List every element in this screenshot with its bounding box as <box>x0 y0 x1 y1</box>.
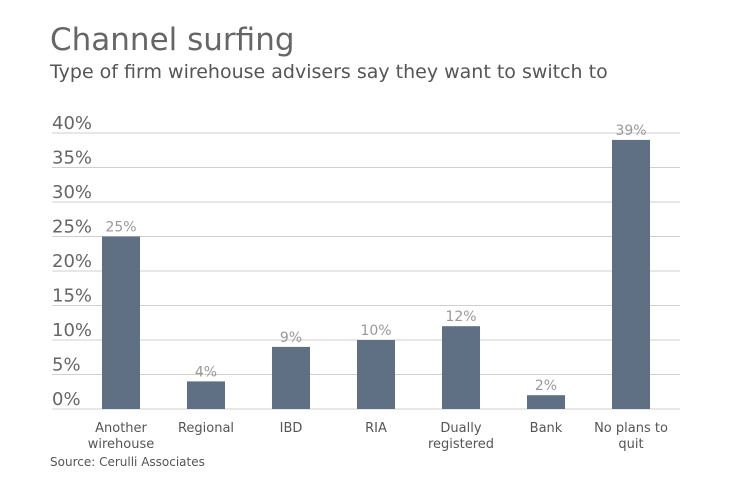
chart-title: Channel surfing <box>50 22 295 58</box>
x-tick-label: No plans to quit <box>594 421 668 452</box>
bar <box>102 236 140 409</box>
x-tick-label: Regional <box>178 421 234 436</box>
x-tick-line: IBD <box>280 421 303 436</box>
y-tick-label: 40% <box>52 113 92 134</box>
y-tick-label: 0% <box>52 389 81 410</box>
x-tick-line: RIA <box>365 421 387 436</box>
value-label: 10% <box>360 323 391 339</box>
bar <box>527 395 565 409</box>
bar <box>442 326 480 409</box>
x-tick-line: Regional <box>178 421 234 436</box>
x-tick-line: Dually <box>440 421 481 436</box>
y-tick-label: 15% <box>52 286 92 307</box>
value-label: 2% <box>535 378 557 394</box>
bar <box>357 340 395 409</box>
value-label: 9% <box>280 330 302 346</box>
x-tick-line: quit <box>618 437 643 452</box>
value-label: 4% <box>195 364 217 380</box>
x-tick-label: RIA <box>365 421 387 436</box>
x-tick-label: Dually registered <box>428 421 494 452</box>
source: Source: Cerulli Associates <box>50 455 205 469</box>
y-tick-label: 20% <box>52 251 92 272</box>
x-tick-label: IBD <box>280 421 303 436</box>
y-tick-label: 30% <box>52 182 92 203</box>
y-tick-label: 25% <box>52 217 92 238</box>
value-label: 25% <box>105 220 136 236</box>
x-tick-line: Another <box>95 421 147 436</box>
x-tick-label: Bank <box>530 421 563 436</box>
x-tick-line: registered <box>428 437 494 452</box>
y-tick-label: 35% <box>52 148 92 169</box>
value-label: 12% <box>445 309 476 325</box>
value-label: 39% <box>615 123 646 139</box>
bar <box>187 381 225 409</box>
bar <box>612 139 650 409</box>
x-tick-line: No plans to <box>594 421 668 436</box>
x-tick-label: Another wirehouse <box>88 421 155 452</box>
chart-subtitle: Type of firm wirehouse advisers say they… <box>49 61 608 83</box>
y-tick-label: 10% <box>52 320 92 341</box>
y-tick-label: 5% <box>52 355 81 376</box>
x-tick-line: wirehouse <box>88 437 155 452</box>
bar <box>272 346 310 409</box>
x-tick-line: Bank <box>530 421 563 436</box>
